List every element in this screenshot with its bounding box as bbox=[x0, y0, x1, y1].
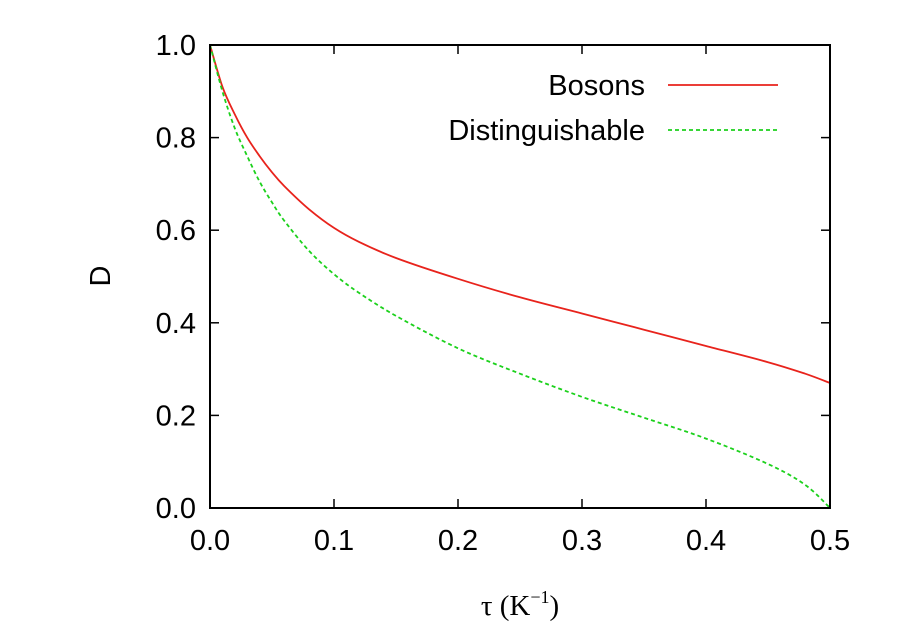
y-tick-label: 0.4 bbox=[156, 308, 196, 340]
y-tick-label: 0.8 bbox=[156, 123, 196, 155]
y-tick-label: 0.0 bbox=[156, 493, 196, 525]
series-line-bosons bbox=[209, 44, 831, 384]
x-tick-label: 0.5 bbox=[810, 525, 850, 557]
x-tick-label: 0.1 bbox=[314, 525, 354, 557]
legend-label-distinguishable: Distinguishable bbox=[448, 115, 645, 147]
legend: Bosons Distinguishable bbox=[448, 70, 778, 147]
legend-label-bosons: Bosons bbox=[548, 70, 645, 102]
y-tick-label: 0.6 bbox=[156, 215, 196, 247]
x-axis-label-main: τ (K bbox=[481, 590, 531, 622]
y-axis-label: D bbox=[85, 266, 117, 287]
x-axis-label-exponent: −1 bbox=[530, 587, 549, 607]
y-tick-label: 0.2 bbox=[156, 400, 196, 432]
series-line-distinguishable bbox=[209, 44, 831, 509]
x-tick-label: 0.0 bbox=[190, 525, 230, 557]
x-axis-label: τ (K−1) bbox=[481, 587, 559, 622]
x-tick-label: 0.3 bbox=[562, 525, 602, 557]
x-tick-label: 0.4 bbox=[686, 525, 726, 557]
y-tick-label: 1.0 bbox=[156, 30, 196, 62]
tick-labels-layer: 0.0 0.1 0.2 0.3 0.4 0.5 0.0 0.2 0.4 0.6 0.8 1.0 bbox=[156, 30, 850, 557]
series-layer bbox=[209, 44, 831, 509]
x-tick-label: 0.2 bbox=[438, 525, 478, 557]
plot-frame bbox=[209, 44, 831, 509]
x-axis-label-close: ) bbox=[550, 590, 560, 622]
